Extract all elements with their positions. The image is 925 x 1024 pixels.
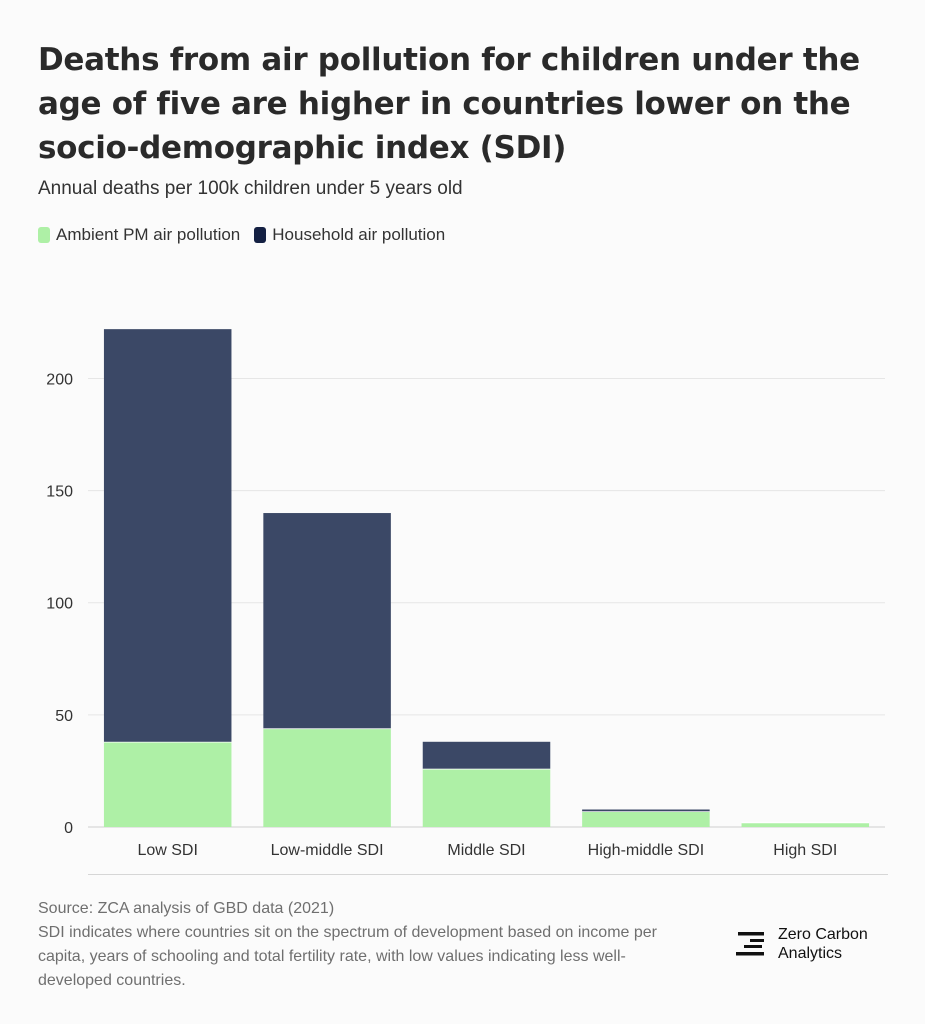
bar-ambient [103,741,232,827]
bar-household [422,741,551,769]
y-tick-label: 100 [46,596,73,613]
bar-household [103,329,232,742]
methodology-note: SDI indicates where countries sit on the… [38,924,657,989]
bar-household [582,809,710,812]
y-tick-label: 0 [64,820,73,837]
footer-divider [88,874,888,875]
x-tick-label: Low-middle SDI [271,842,384,859]
legend-swatch-ambient [38,227,50,243]
legend-label-household: Household air pollution [272,225,446,244]
y-tick-label: 50 [55,708,73,725]
brand-name-line2: Analytics [778,945,843,962]
chart-subtitle: Annual deaths per 100k children under 5 … [38,178,463,199]
zca-logo-icon [736,932,764,956]
x-tick-label: High SDI [773,842,837,859]
legend: Ambient PM air pollution Household air p… [38,225,459,245]
brand-name-line1: Zero Carbon [778,926,868,943]
y-tick-label: 200 [46,371,73,388]
legend-item-ambient: Ambient PM air pollution [38,225,240,245]
bar-ambient [741,822,870,827]
source-note: Source: ZCA analysis of GBD data (2021) [38,900,335,917]
x-tick-label: Middle SDI [447,842,525,859]
legend-item-household: Household air pollution [254,225,445,245]
bar-ambient [422,768,551,827]
stacked-bar-chart: 0 50 100 150 200 Low SDI Low-middle SDI Middle … [46,329,885,859]
bar-ambient [263,728,391,827]
brand-logo: Zero Carbon Analytics [736,925,868,963]
chart-title: Deaths from air pollution for children u… [38,42,860,166]
legend-label-ambient: Ambient PM air pollution [56,225,241,244]
x-tick-label: Low SDI [137,842,197,859]
bar-ambient [582,811,710,827]
legend-swatch-household [254,227,267,243]
x-tick-label: High-middle SDI [588,842,704,859]
y-tick-label: 150 [46,484,73,501]
bar-household [263,513,391,729]
